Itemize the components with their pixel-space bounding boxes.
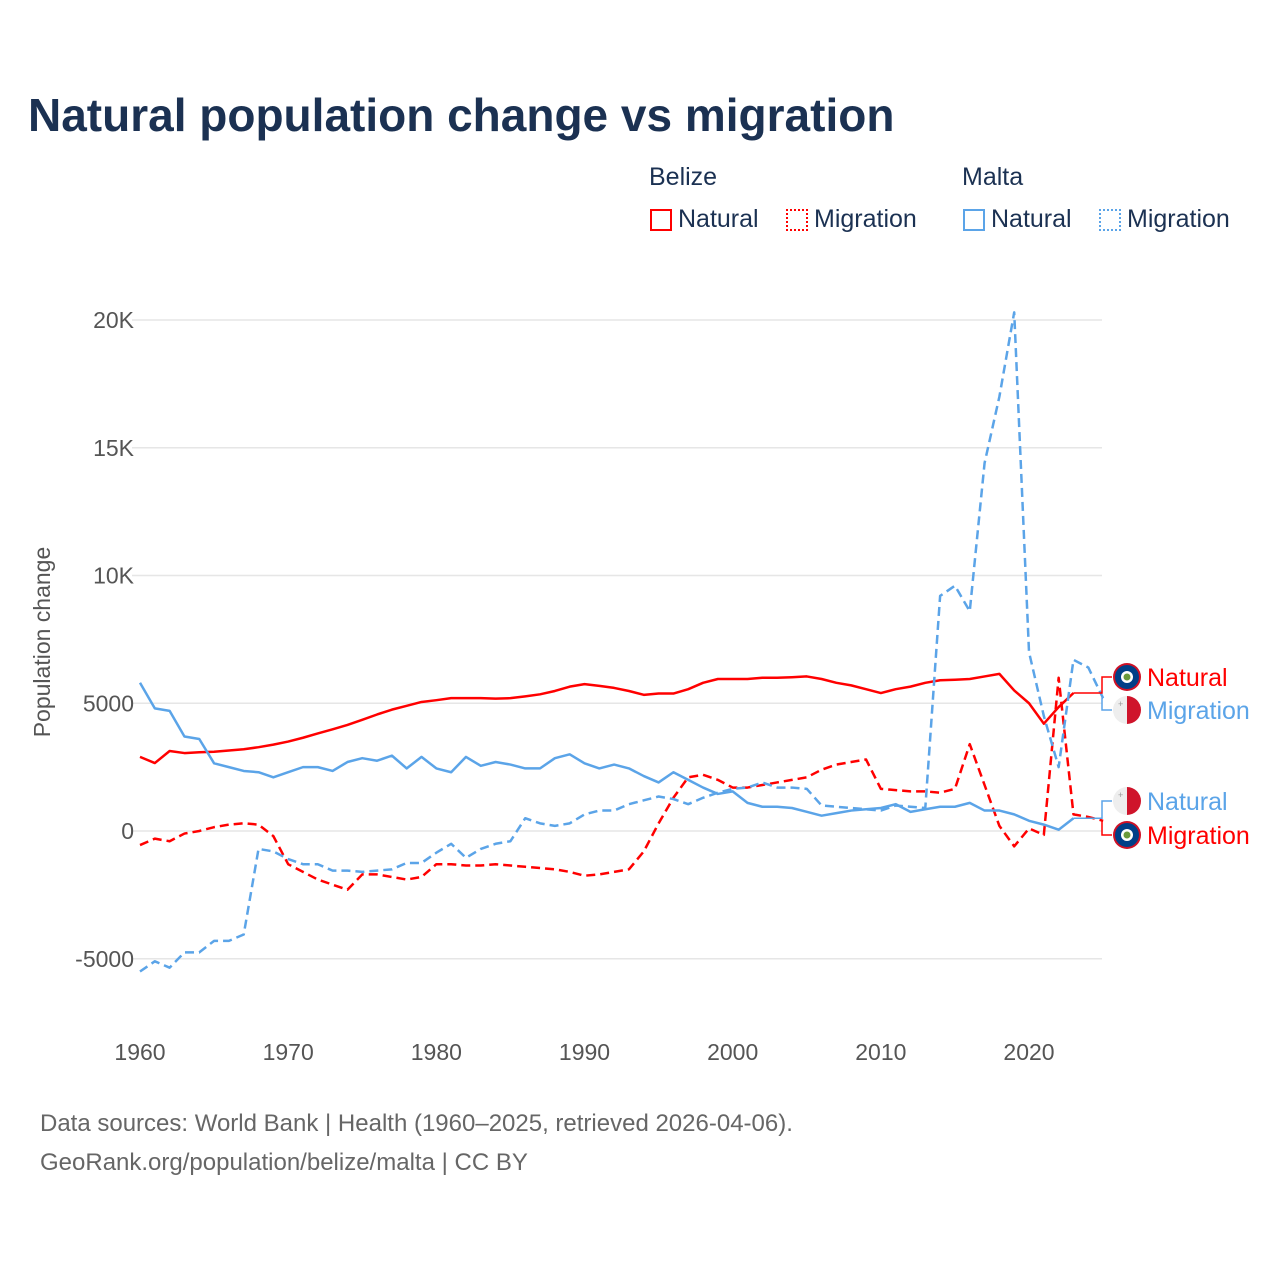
flag-cross: + [1118, 790, 1123, 800]
footer-sources: Data sources: World Bank | Health (1960–… [40, 1110, 793, 1137]
end-label: Migration [1147, 697, 1250, 725]
flag-red [1127, 787, 1141, 815]
flag-cross: + [1118, 699, 1123, 709]
footer-link[interactable]: GeoRank.org/population/belize/malta | CC… [40, 1149, 528, 1176]
series-malta-natural [138, 682, 1075, 831]
chart-title: Natural population change vs migration [28, 89, 895, 141]
legend-label: Natural [678, 205, 759, 233]
belize-flag-icon [1113, 663, 1141, 691]
label-connector [1073, 800, 1112, 819]
legend-label: Natural [991, 205, 1072, 233]
end-label: Natural [1147, 664, 1228, 692]
legend-belize-migration[interactable]: Migration [786, 205, 917, 234]
belize-flag-icon [1113, 821, 1141, 849]
legend-malta-natural[interactable]: Natural [963, 205, 1072, 234]
label-connector [1101, 820, 1112, 836]
y-axis-label: Population change [29, 547, 55, 738]
label-connector [1073, 676, 1112, 694]
flag-emblem-inner [1123, 831, 1131, 839]
y-tick-label: 0 [121, 818, 134, 844]
malta-flag-icon: + [1113, 696, 1141, 724]
x-tick-label: 1970 [263, 1039, 314, 1065]
series-belize-natural [139, 672, 1075, 765]
x-tick-label: 2020 [1003, 1039, 1054, 1065]
flag-white [1113, 696, 1127, 724]
legend-swatch [1099, 208, 1121, 231]
end-label: Migration [1147, 822, 1250, 850]
legend-group-belize: Belize [649, 163, 718, 191]
y-tick-label: 5000 [83, 690, 134, 716]
legend-swatch [650, 208, 672, 231]
x-tick-label: 1980 [411, 1039, 462, 1065]
flag-emblem-inner [1123, 673, 1131, 681]
x-tick-label: 2000 [707, 1039, 758, 1065]
flag-red [1127, 696, 1141, 724]
legend-malta-migration[interactable]: Migration [1099, 205, 1230, 234]
y-tick-label: 15K [93, 435, 135, 461]
y-tick-label: -5000 [75, 946, 134, 972]
legend-swatch [963, 208, 985, 231]
series-belize-migration [139, 676, 1104, 892]
flag-white [1113, 787, 1127, 815]
series-malta-migration [139, 311, 1105, 973]
x-tick-label: 2010 [855, 1039, 906, 1065]
legend-group-malta: Malta [962, 163, 1024, 191]
x-tick-label: 1990 [559, 1039, 610, 1065]
end-label: Natural [1147, 788, 1228, 816]
label-connector [1101, 697, 1112, 711]
malta-flag-icon: + [1113, 787, 1141, 815]
legend-label: Migration [814, 205, 917, 233]
y-tick-label: 10K [93, 563, 135, 589]
legend-label: Migration [1127, 205, 1230, 233]
legend-swatch [786, 208, 808, 231]
x-tick-label: 1960 [114, 1039, 165, 1065]
y-tick-label: 20K [93, 307, 135, 333]
legend-belize-natural[interactable]: Natural [650, 205, 759, 234]
